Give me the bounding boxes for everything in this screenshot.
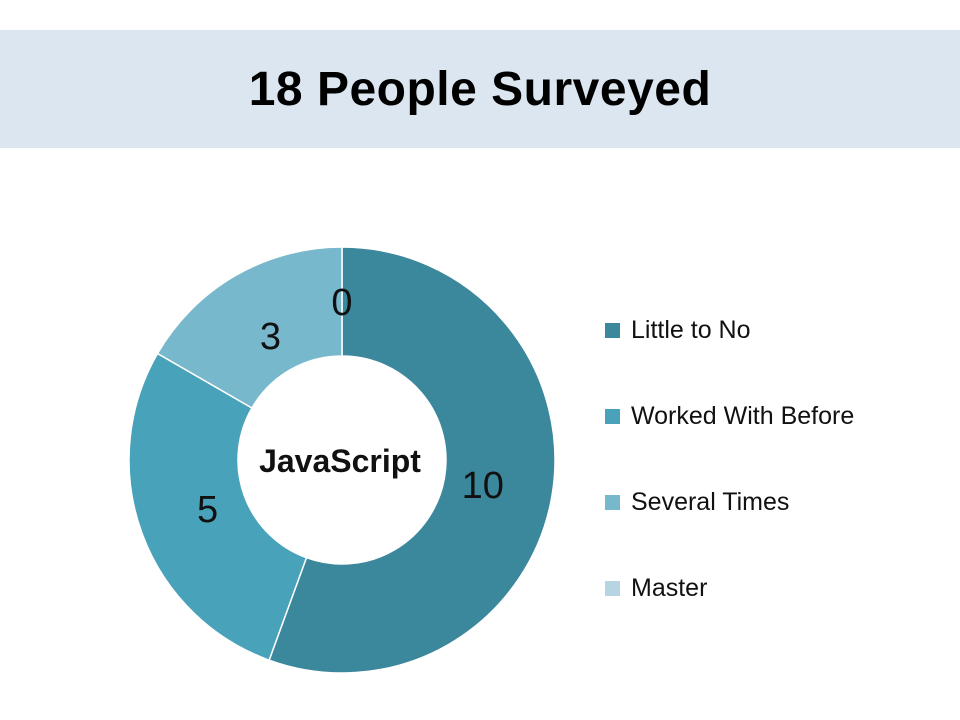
donut-data-labels: 10 5 3 0 [197,282,504,531]
page-title: 18 People Surveyed [248,62,712,116]
data-label-little-to-no: 10 [462,465,504,507]
legend-item-little-to-no: Little to No [605,312,854,348]
chart-legend: Little to No Worked With Before Several Ti… [605,312,854,656]
donut-slices [128,246,556,674]
legend-label: Master [631,573,708,602]
legend-swatch [605,408,620,424]
legend-item-master: Master [605,570,854,606]
donut-slice-worked-with-before [128,352,308,662]
legend-swatch [605,494,620,510]
legend-label: Worked With Before [631,401,855,430]
data-label-several-times: 3 [260,316,281,358]
donut-center-label: JavaScript [259,443,421,479]
data-label-master: 0 [331,282,352,324]
legend-label: Little to No [631,315,751,344]
donut-slice-little-to-no [268,246,556,674]
legend-item-several-times: Several Times [605,484,854,520]
legend-label: Several Times [631,487,790,516]
legend-swatch [605,580,620,596]
title-band: 18 People Surveyed [0,30,960,148]
data-label-worked-with-before: 5 [197,489,218,531]
legend-item-worked-with-before: Worked With Before [605,398,854,434]
legend-swatch [605,322,620,338]
donut-slice-several-times [156,246,343,410]
